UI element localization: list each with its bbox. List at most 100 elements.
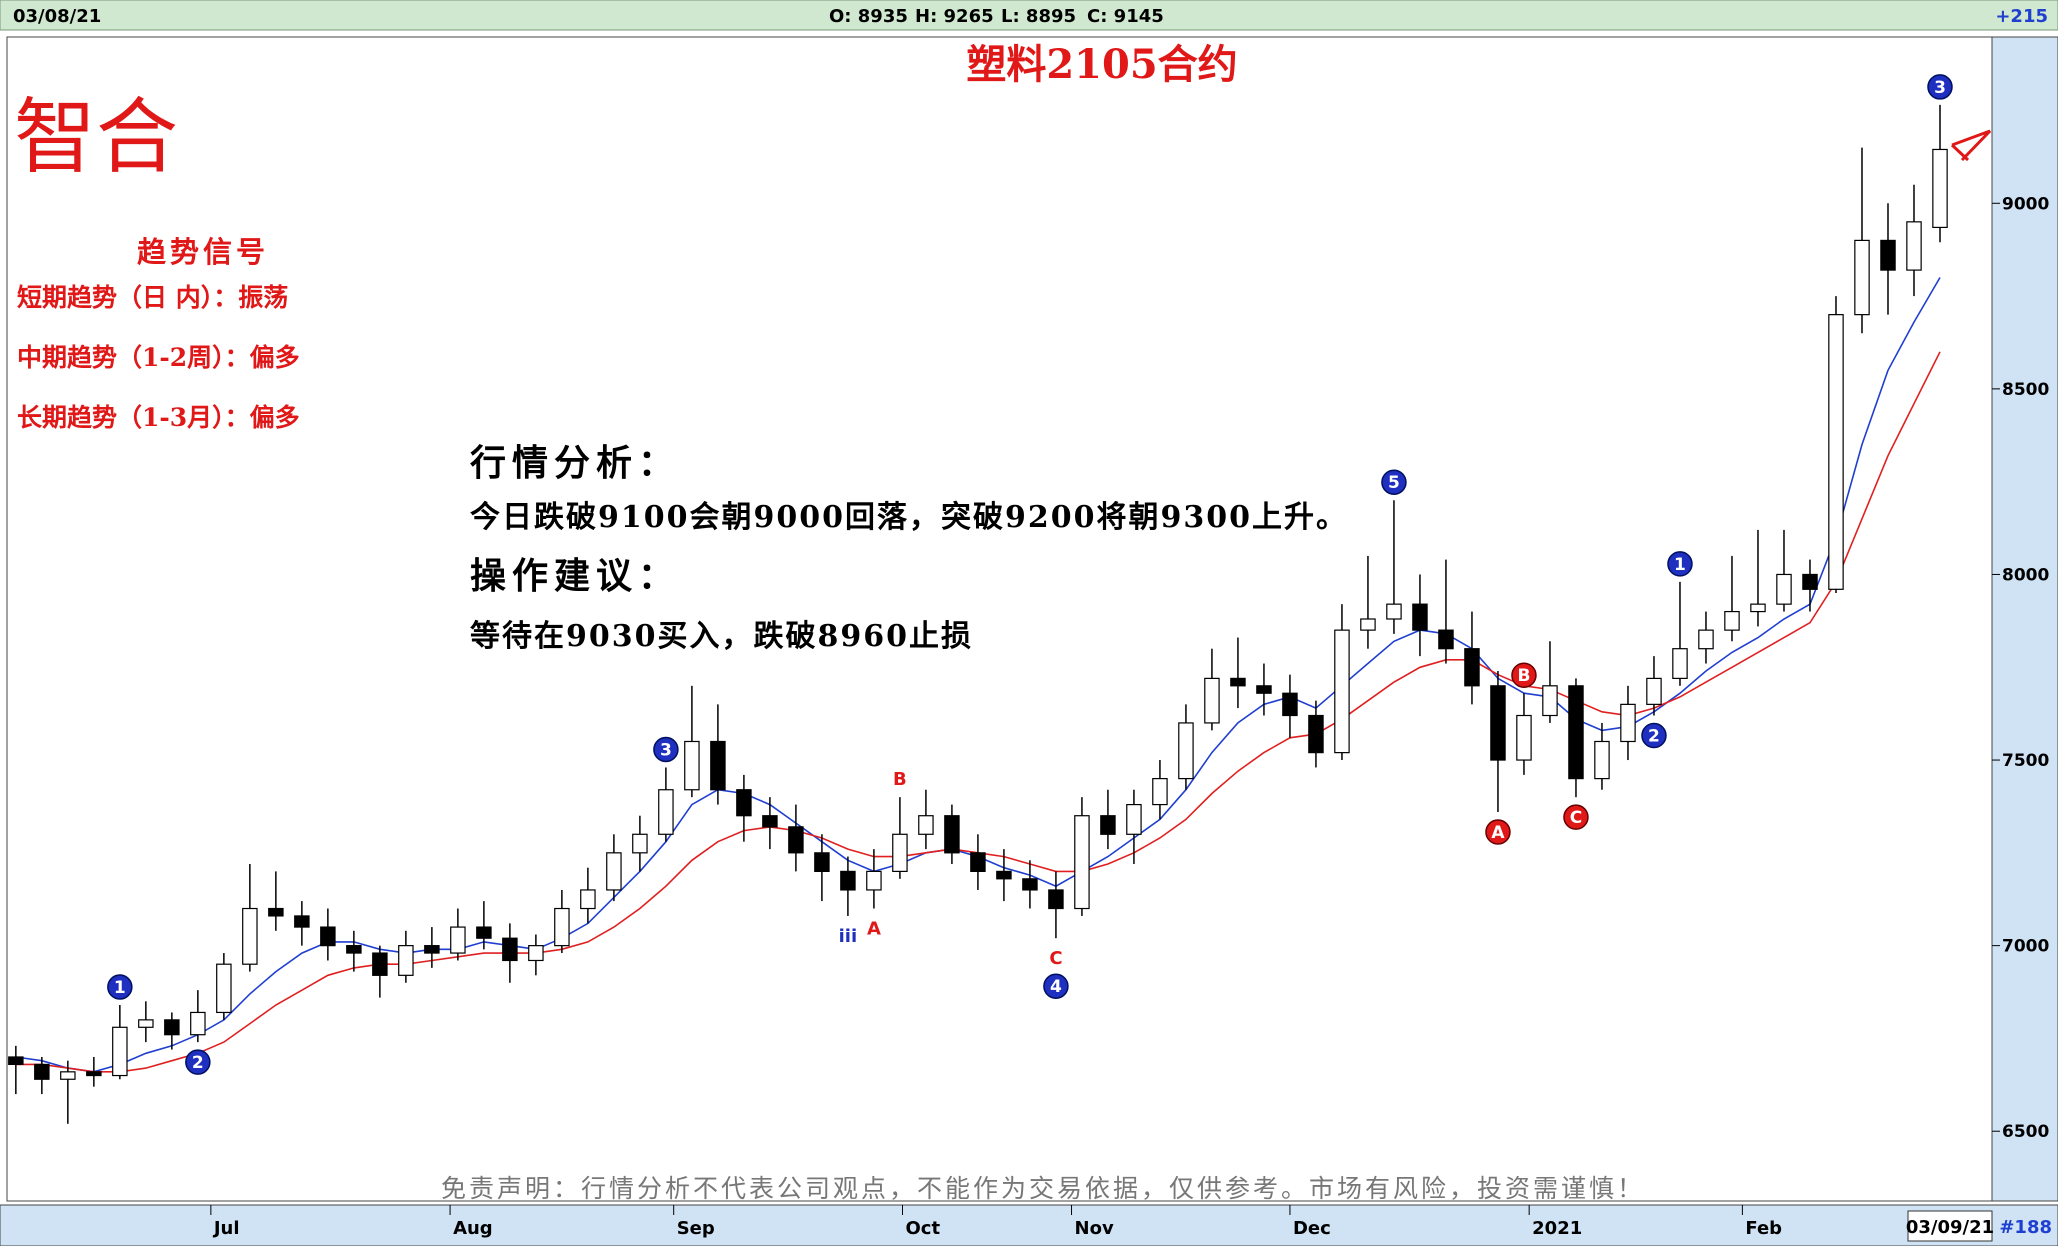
- wave-label: C: [1570, 808, 1582, 828]
- candle-body: [1828, 314, 1844, 590]
- candle-body: [1048, 889, 1064, 910]
- candle-body: [1542, 685, 1558, 717]
- analysis-heading: 行情分析：: [470, 442, 680, 484]
- candle-body: [632, 833, 648, 854]
- candle-body: [372, 952, 388, 976]
- candle-body: [1360, 618, 1376, 631]
- candle-body: [60, 1071, 76, 1080]
- y-axis: 6500 7000 7500 8000 8500 9000: [1992, 194, 2049, 1142]
- candle-body: [1308, 714, 1324, 754]
- wave-label: C: [1049, 948, 1062, 969]
- wave-label: iii: [839, 926, 858, 947]
- disclaimer: 免责声明：行情分析不代表公司观点，不能作为交易依据，仅供参考。市场有风险，投资需…: [441, 1174, 1645, 1203]
- x-tick-label: Oct: [906, 1218, 941, 1239]
- candle-body: [996, 870, 1012, 880]
- candle-body: [1776, 573, 1792, 605]
- candle-body: [918, 815, 934, 835]
- x-tick-label: Sep: [677, 1218, 715, 1239]
- candle-body: [86, 1071, 102, 1077]
- candle-body: [1620, 703, 1636, 743]
- wave-label: B: [893, 769, 907, 790]
- candle-body: [944, 815, 960, 854]
- wave-marker: [1563, 804, 1589, 830]
- x-tick-label: Aug: [453, 1218, 493, 1239]
- chart-title: 塑料2105合约: [966, 41, 1237, 88]
- candle-body: [294, 915, 310, 928]
- candle-body: [1126, 803, 1142, 835]
- signal-line: 中期趋势（1-2周）：偏多: [17, 343, 300, 372]
- candle-body: [320, 926, 336, 947]
- candle-body: [1334, 629, 1350, 754]
- candle-body: [1932, 148, 1948, 229]
- candle-body: [398, 945, 414, 976]
- wave-label: 4: [1050, 977, 1062, 997]
- wave-label: A: [867, 919, 881, 940]
- header-high: H: 9265: [915, 6, 994, 27]
- candle-body: [1438, 629, 1454, 650]
- price-axis-panel: [1991, 36, 2058, 1202]
- candle-body: [788, 826, 804, 854]
- y-tick-label: 8500: [2002, 380, 2049, 400]
- wave-marker: [107, 974, 133, 1000]
- wave-label: 2: [1648, 727, 1660, 747]
- candle-body: [1022, 878, 1038, 891]
- header-low: L: 8895: [1001, 6, 1076, 27]
- analysis-text: 今日跌破9100会朝9000回落，突破9200将朝9300上升。: [470, 500, 1348, 535]
- candle-body: [1412, 603, 1428, 631]
- candle-body: [1698, 629, 1714, 650]
- wave-label: 1: [1674, 555, 1686, 575]
- candle-body: [1568, 685, 1584, 780]
- x-tick-label: Dec: [1293, 1218, 1331, 1239]
- candle-body: [892, 833, 908, 872]
- wave-label: 2: [192, 1053, 204, 1073]
- x-tick-label: Nov: [1075, 1218, 1114, 1239]
- x-tick-label: 2021: [1532, 1218, 1582, 1239]
- candle-body: [1906, 221, 1922, 271]
- candle-body: [1100, 815, 1116, 835]
- wave-label: B: [1517, 666, 1530, 686]
- y-tick-label: 7000: [2002, 937, 2049, 957]
- time-axis-panel: [0, 1204, 2058, 1246]
- candle-body: [1490, 685, 1506, 761]
- candle-body: [424, 945, 440, 954]
- signal-line: 长期趋势（1-3月）：偏多: [17, 403, 300, 432]
- wave-marker: [1667, 551, 1693, 577]
- wave-marker: [1511, 662, 1537, 688]
- candle-body: [606, 852, 622, 891]
- signals-title: 趋势信号: [137, 235, 269, 269]
- x-tick-label: Jul: [212, 1218, 240, 1239]
- candle-body: [1386, 603, 1402, 620]
- wave-marker: [1927, 74, 1953, 100]
- candle-body: [658, 789, 674, 835]
- wave-label: 3: [660, 740, 672, 760]
- wave-label: 1: [114, 978, 126, 998]
- candle-body: [450, 926, 466, 954]
- logo: 智合: [14, 90, 178, 185]
- candle-body: [580, 889, 596, 910]
- y-tick-label: 7500: [2002, 751, 2049, 771]
- candle-body: [1672, 648, 1688, 679]
- plot-layer: [8, 104, 1948, 1124]
- candle-body: [1074, 815, 1090, 910]
- candle-body: [346, 945, 362, 954]
- x-tick-label: Feb: [1745, 1218, 1782, 1239]
- candle-body: [528, 945, 544, 962]
- candle-body: [34, 1063, 50, 1080]
- candle-body: [554, 907, 570, 947]
- candle-body: [1802, 573, 1818, 590]
- candle-body: [1646, 677, 1662, 705]
- candle-body: [112, 1026, 128, 1077]
- wave-marker: [1485, 819, 1511, 845]
- wave-marker: [653, 736, 679, 763]
- header-open: O: 8935: [829, 6, 908, 27]
- candle-body: [970, 852, 986, 872]
- signal-line: 短期趋势（日 内）：振荡: [17, 283, 288, 312]
- candle-body: [684, 740, 700, 791]
- candle-body: [1880, 239, 1896, 271]
- y-tick-label: 8000: [2002, 565, 2049, 585]
- date-box: [1907, 1210, 1993, 1242]
- wave-marker: [1381, 469, 1407, 495]
- candle-body: [502, 937, 518, 962]
- y-tick-label: 6500: [2002, 1122, 2049, 1142]
